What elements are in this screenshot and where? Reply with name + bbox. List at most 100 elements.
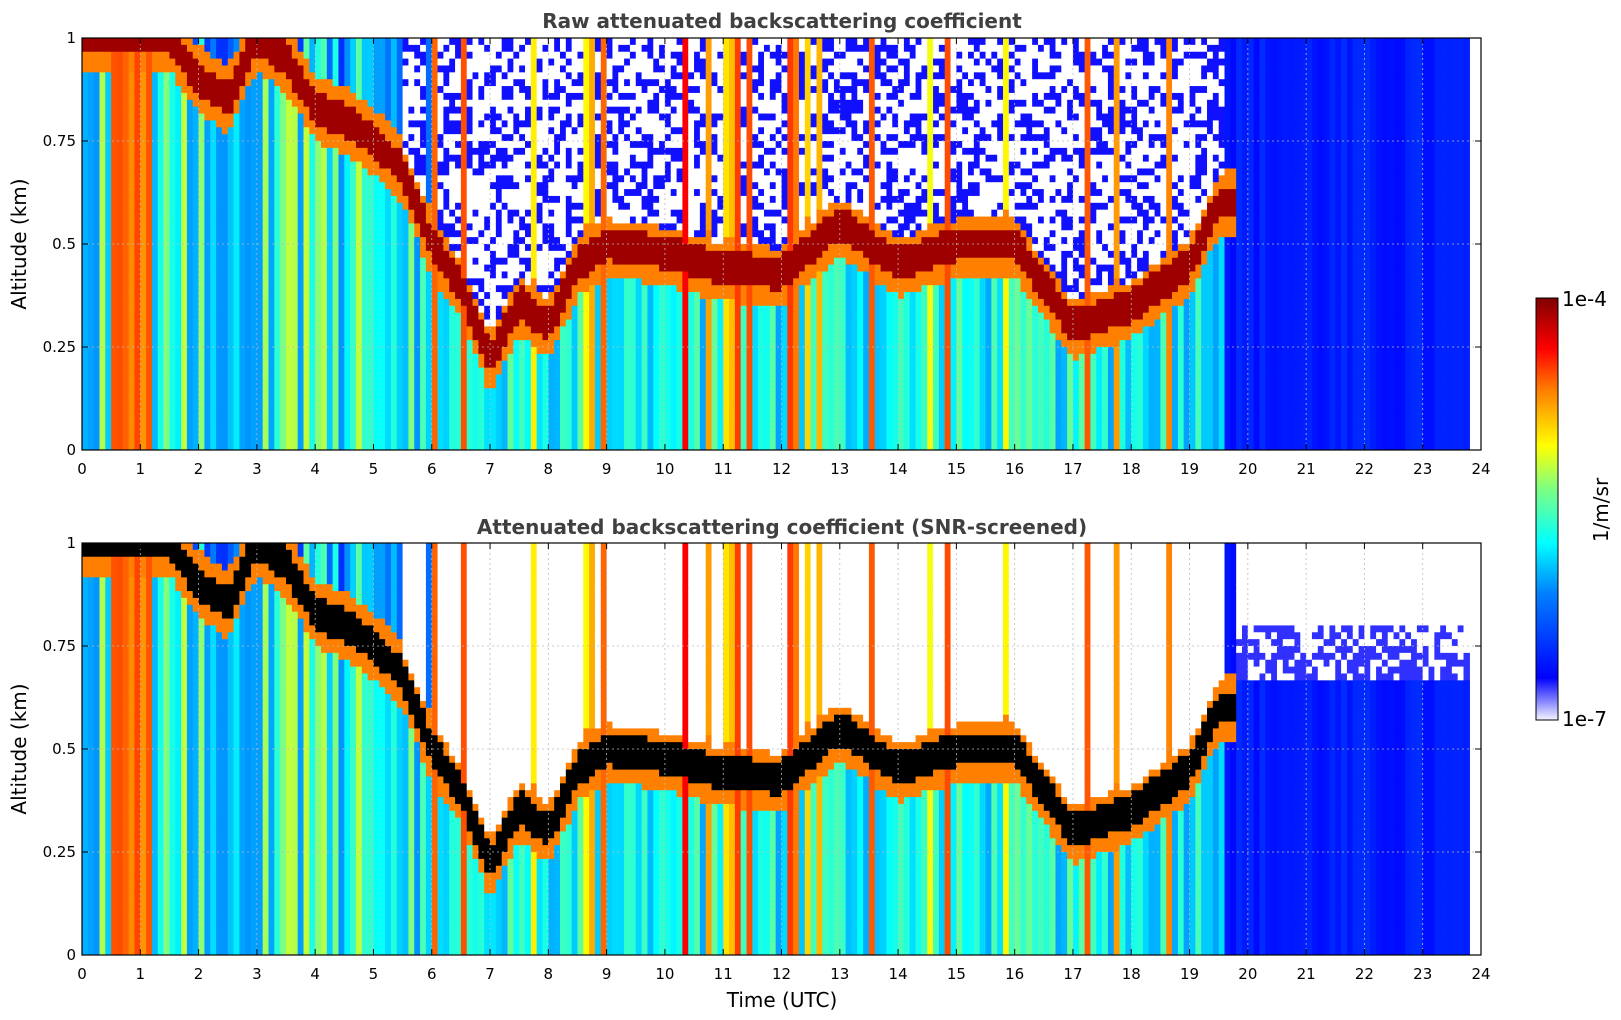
heatmap-cell	[262, 347, 270, 355]
heatmap-cell	[105, 38, 112, 46]
heatmap-cell	[169, 278, 176, 286]
heatmap-cell	[332, 147, 340, 156]
heatmap-cell	[198, 161, 206, 170]
heatmap-cell	[355, 271, 363, 279]
heatmap-cell	[437, 168, 445, 176]
heatmap-cell	[350, 189, 357, 197]
heatmap-cell	[146, 326, 153, 334]
heatmap-cell	[449, 340, 456, 348]
heatmap-cell	[338, 278, 345, 286]
heatmap-cell	[367, 305, 375, 314]
heatmap-cell	[175, 189, 182, 197]
heatmap-cell	[181, 374, 188, 382]
heatmap-cell	[181, 312, 188, 321]
heatmap-cell	[466, 92, 474, 101]
heatmap-cell	[198, 305, 206, 314]
heatmap-cell	[210, 436, 217, 444]
heatmap-cell	[315, 257, 322, 266]
heatmap-cell	[472, 443, 479, 450]
heatmap-cell	[460, 175, 468, 183]
heatmap-cell	[344, 237, 351, 245]
heatmap-cell	[128, 401, 136, 410]
heatmap-cell	[396, 381, 404, 389]
heatmap-cell	[122, 388, 130, 396]
heatmap-cell	[478, 381, 485, 389]
heatmap-cell	[495, 161, 503, 170]
heatmap-cell	[513, 86, 520, 94]
heatmap-cell	[437, 257, 445, 266]
heatmap-cell	[216, 79, 223, 87]
heatmap-cell	[309, 237, 316, 245]
heatmap-cell	[146, 305, 153, 314]
heatmap-cell	[402, 271, 410, 279]
heatmap-cell	[495, 106, 503, 115]
heatmap-cell	[280, 209, 287, 218]
heatmap-cell	[198, 168, 206, 176]
heatmap-cell	[186, 374, 194, 382]
heatmap-cell	[373, 237, 380, 245]
heatmap-cell	[332, 319, 340, 327]
heatmap-cell	[116, 292, 124, 300]
heatmap-cell	[554, 99, 561, 108]
heatmap-cell	[420, 141, 427, 149]
heatmap-cell	[396, 230, 404, 238]
heatmap-cell	[116, 175, 124, 183]
heatmap-cell	[87, 360, 95, 369]
heatmap-cell	[221, 401, 229, 410]
heatmap-cell	[338, 326, 345, 334]
heatmap-cell	[192, 92, 200, 101]
heatmap-cell	[542, 388, 549, 396]
heatmap-cell	[105, 250, 112, 259]
heatmap-cell	[309, 51, 316, 60]
heatmap-cell	[507, 271, 514, 279]
heatmap-cell	[227, 79, 235, 87]
heatmap-cell	[216, 182, 223, 190]
heatmap-cell	[554, 443, 561, 450]
heatmap-cell	[326, 202, 334, 211]
heatmap-cell	[99, 58, 106, 67]
heatmap-cell	[449, 134, 456, 142]
heatmap-cell	[99, 401, 106, 410]
heatmap-cell	[402, 195, 410, 204]
heatmap-cell	[192, 168, 200, 176]
heatmap-cell	[321, 182, 328, 190]
heatmap-cell	[151, 319, 159, 327]
heatmap-cell	[87, 305, 95, 314]
heatmap-cell	[536, 216, 544, 224]
heatmap-cell	[437, 436, 445, 444]
heatmap-cell	[134, 312, 141, 321]
heatmap-cell	[344, 388, 351, 396]
heatmap-cell	[379, 106, 386, 115]
heatmap-cell	[367, 285, 375, 293]
heatmap-cell	[484, 326, 491, 334]
heatmap-cell	[472, 278, 479, 286]
heatmap-cell	[495, 264, 503, 273]
heatmap-cell	[332, 305, 340, 314]
heatmap-cell	[233, 285, 240, 293]
heatmap-cell	[408, 168, 415, 176]
heatmap-cell	[472, 195, 479, 204]
heatmap-cell	[315, 216, 322, 224]
heatmap-cell	[192, 244, 200, 252]
heatmap-cell	[181, 147, 188, 156]
heatmap-cell	[472, 209, 479, 218]
heatmap-cell	[466, 86, 474, 94]
heatmap-cell	[198, 244, 206, 252]
heatmap-cell	[525, 38, 532, 46]
heatmap-cell	[495, 51, 503, 60]
heatmap-cell	[216, 388, 223, 396]
heatmap-cell	[274, 51, 281, 60]
heatmap-cell	[198, 312, 206, 321]
heatmap-cell	[227, 113, 235, 121]
heatmap-cell	[268, 134, 275, 142]
heatmap-cell	[140, 443, 147, 450]
heatmap-cell	[93, 285, 101, 293]
heatmap-cell	[466, 154, 474, 163]
heatmap-cell	[140, 395, 147, 403]
heatmap-cell	[204, 278, 211, 286]
heatmap-cell	[466, 278, 474, 286]
heatmap-cell	[402, 154, 410, 163]
heatmap-cell	[408, 326, 415, 334]
heatmap-cell	[274, 92, 281, 101]
heatmap-cell	[239, 189, 246, 197]
